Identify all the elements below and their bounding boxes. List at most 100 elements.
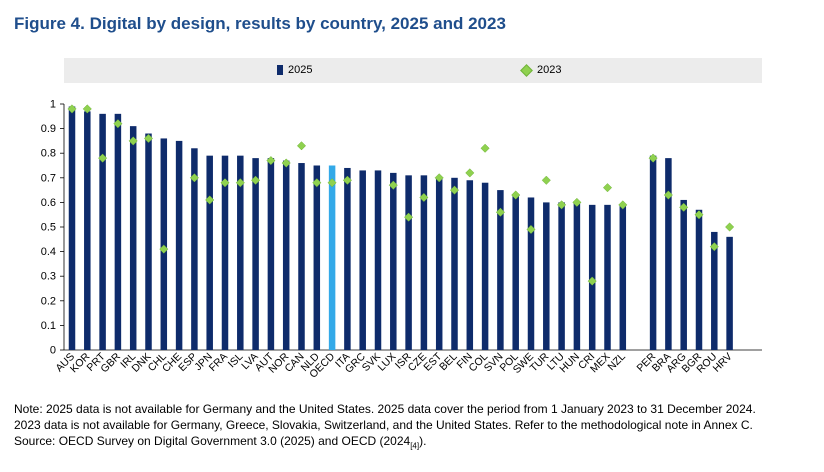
bar-2025-hrv — [726, 236, 733, 350]
bar-2025-swe — [527, 197, 535, 350]
bar-2025-fra — [221, 155, 229, 350]
bar-2025-lva — [252, 158, 259, 350]
y-tick-label: 0.9 — [41, 123, 56, 135]
bar-2025-bgr — [695, 209, 703, 350]
bar-2025-can — [298, 163, 305, 350]
y-tick-label: 0.3 — [41, 271, 56, 283]
y-tick-label: 1 — [50, 99, 56, 111]
legend-item-2025: 2025 — [277, 64, 312, 76]
bar-2025-svn — [497, 190, 504, 350]
marker-2023-rou — [709, 242, 719, 252]
bar-2025-kor — [84, 111, 91, 350]
bar-2025-rou — [711, 231, 718, 350]
bar-2025-irl — [129, 126, 137, 350]
marker-2023-nld — [312, 178, 322, 188]
marker-2023-ltu — [557, 200, 567, 210]
marker-2023-ita — [342, 175, 352, 185]
marker-2023-lux — [388, 180, 398, 190]
y-tick-label: 0.5 — [41, 222, 56, 234]
bar-2025-tur — [543, 202, 550, 350]
legend-label-2023: 2023 — [537, 64, 562, 76]
marker-2023-esp — [189, 173, 199, 183]
bar-2025-lux — [390, 172, 397, 350]
marker-2023-swe — [526, 224, 536, 235]
marker-2023-fin — [465, 168, 475, 178]
marker-2023-can — [296, 141, 307, 151]
marker-2023-lva — [251, 175, 261, 185]
bar-2025-oecd — [328, 165, 336, 350]
figure-title: Figure 4. Digital by design, results by … — [14, 14, 506, 33]
marker-2023-oecd — [327, 178, 337, 188]
marker-2023-per — [648, 153, 658, 163]
marker-2023-fra — [220, 178, 230, 188]
marker-2023-arg — [679, 202, 689, 212]
marker-2023-isl — [235, 178, 245, 188]
bar-2025-aut — [267, 158, 275, 350]
source-reference: [4] — [410, 441, 420, 451]
y-tick-label: 0.6 — [41, 197, 56, 209]
y-tick-label: 0.2 — [41, 295, 56, 307]
marker-2023-nor — [281, 158, 291, 168]
bar-2025-aus — [68, 106, 76, 351]
bar-2025-nld — [313, 165, 321, 350]
bar-2025-pol — [512, 195, 519, 350]
marker-2023-hrv — [725, 222, 735, 232]
y-tick-label: 0.1 — [41, 320, 56, 332]
marker-2023-hun — [572, 197, 582, 207]
bar-2025-chl — [160, 138, 168, 350]
bar-2025-svk — [374, 170, 382, 350]
bar-2025-bra — [665, 158, 672, 350]
note-line-2: 2023 data is not available for Germany, … — [14, 418, 753, 432]
bar-2025-per — [649, 155, 657, 350]
bar-2025-hun — [573, 202, 581, 350]
y-tick-label: 0 — [50, 345, 56, 357]
chart-notes: Note: 2025 data is not available for Ger… — [14, 401, 814, 454]
marker-2023-cze — [419, 192, 429, 203]
bar-2025-cze — [420, 175, 428, 350]
bar-2025-arg — [680, 199, 687, 350]
marker-2023-bgr — [694, 210, 704, 220]
bar-2025-dnk — [145, 133, 152, 350]
note-line-1: Note: 2025 data is not available for Ger… — [14, 402, 756, 416]
marker-2023-irl — [128, 136, 138, 146]
marker-2023-isr — [404, 212, 414, 222]
marker-2023-jpn — [205, 195, 215, 205]
bar-2025-nor — [282, 160, 290, 350]
marker-2023-nzl — [618, 200, 628, 210]
legend-item-2023: 2023 — [520, 63, 562, 77]
marker-2023-cri — [587, 276, 597, 286]
bar-2025-nzl — [619, 204, 627, 350]
bar-2025-grc — [359, 170, 366, 350]
marker-2023-est — [434, 173, 444, 183]
marker-2023-col — [480, 143, 490, 153]
marker-2023-prt — [98, 153, 108, 163]
bar-2025-gbr — [114, 113, 122, 350]
marker-2023-chl — [159, 244, 169, 254]
bar-2025-jpn — [206, 155, 213, 350]
bar-2025-isl — [237, 155, 244, 350]
y-tick-label: 0.4 — [41, 246, 56, 258]
x-tick-label: NZL — [605, 351, 628, 374]
bar-2025-est — [435, 177, 443, 350]
legend: 2025 2023 — [64, 58, 762, 83]
marker-2023-bra — [663, 190, 673, 200]
bar-2025-bel — [451, 177, 458, 350]
chart: 00.10.20.30.40.50.60.70.80.91AUSKORPRTGB… — [41, 99, 762, 381]
bar-2025-isr — [405, 175, 412, 350]
y-tick-label: 0.7 — [41, 172, 56, 184]
marker-2023-svn — [495, 207, 505, 217]
bar-2025-ltu — [558, 202, 565, 350]
source-text: Source: OECD Survey on Digital Governmen… — [14, 434, 411, 448]
marker-2023-mex — [602, 183, 613, 193]
marker-2023-bel — [449, 185, 460, 195]
legend-bar-swatch — [277, 65, 283, 75]
marker-2023-aut — [266, 156, 276, 166]
source-line: Source: OECD Survey on Digital Governmen… — [14, 433, 814, 454]
bar-2025-che — [175, 140, 183, 350]
marker-2023-kor — [82, 104, 92, 114]
y-tick-label: 0.8 — [41, 148, 56, 160]
marker-2023-tur — [541, 175, 551, 185]
marker-2023-pol — [511, 190, 521, 200]
legend-label-2025: 2025 — [288, 64, 313, 76]
marker-2023-aus — [67, 104, 77, 114]
